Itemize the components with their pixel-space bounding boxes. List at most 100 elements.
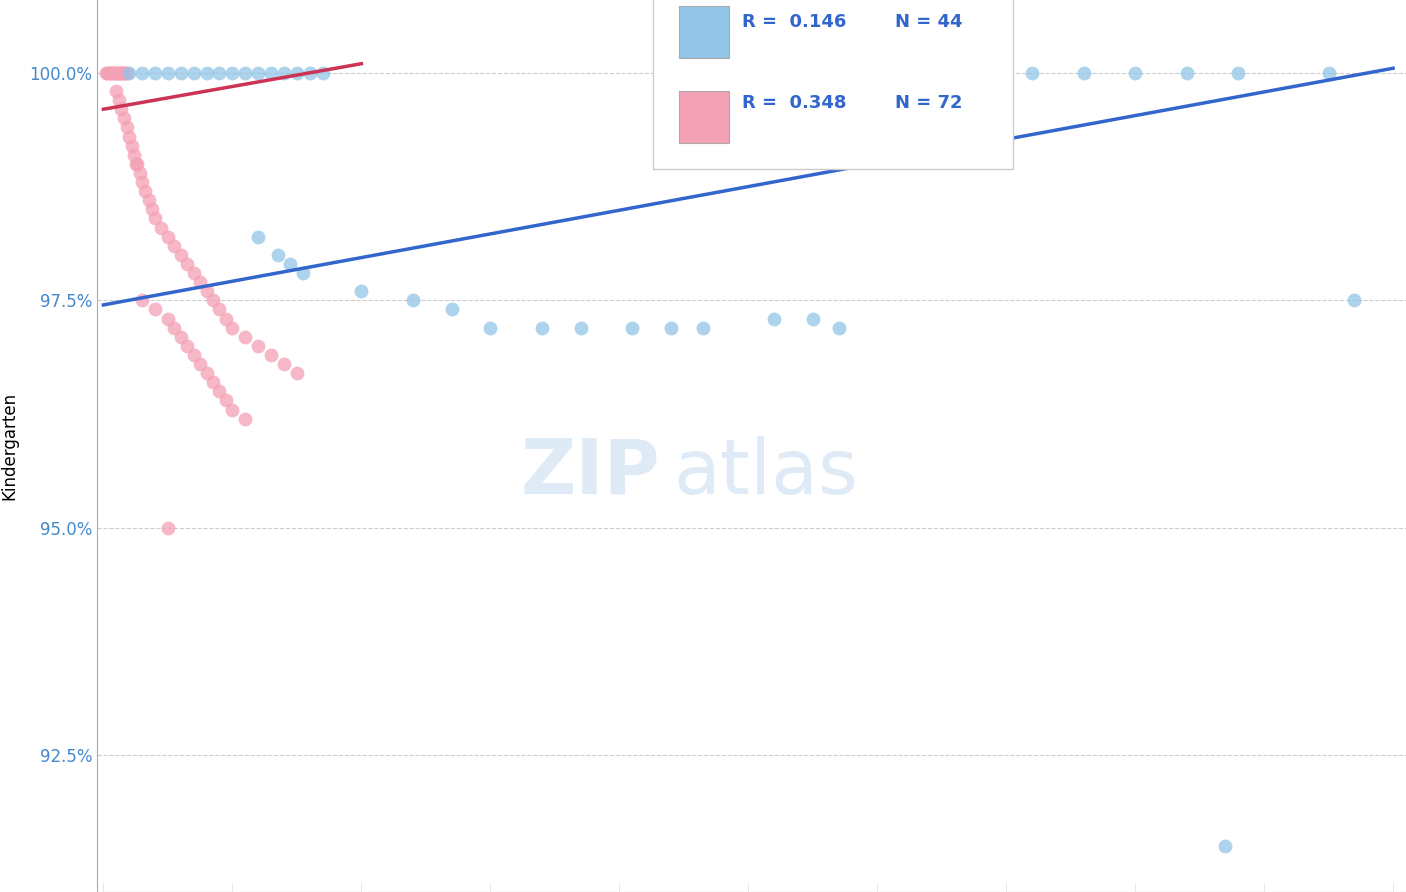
FancyBboxPatch shape (679, 91, 730, 143)
Point (128, 166, 150, 180)
Point (221, 66, 243, 80)
FancyBboxPatch shape (679, 6, 730, 58)
Point (183, 348, 205, 362)
Point (156, 229, 179, 244)
Point (273, 66, 295, 80)
Point (1227, 66, 1250, 80)
Point (569, 320, 592, 334)
Point (350, 285, 373, 299)
Point (104, 66, 127, 80)
Point (163, 239, 186, 253)
Text: N = 44: N = 44 (896, 13, 963, 31)
Point (131, 293, 153, 308)
Point (1175, 66, 1198, 80)
Point (273, 357, 295, 371)
Point (215, 393, 238, 408)
Point (110, 102, 132, 116)
Point (280, 257, 302, 271)
Point (208, 384, 231, 399)
Point (202, 376, 225, 390)
Point (131, 175, 153, 189)
Point (266, 248, 288, 262)
Point (530, 320, 553, 334)
Point (195, 366, 218, 380)
Point (131, 66, 153, 80)
Point (233, 411, 256, 425)
Point (141, 202, 163, 217)
Point (124, 157, 146, 171)
Point (112, 112, 135, 126)
Point (1021, 66, 1043, 80)
Text: ZIP: ZIP (520, 436, 659, 509)
Point (311, 66, 333, 80)
Point (195, 66, 218, 80)
Point (156, 521, 179, 535)
Point (292, 266, 315, 280)
Point (121, 138, 143, 153)
Point (247, 66, 270, 80)
Point (163, 320, 186, 334)
Point (247, 229, 270, 244)
Point (215, 311, 238, 326)
Point (260, 348, 283, 362)
Point (96, 66, 118, 80)
Point (170, 248, 193, 262)
Point (124, 147, 146, 161)
Point (138, 193, 160, 207)
Point (995, 66, 1018, 80)
Point (114, 66, 136, 80)
Point (1073, 66, 1095, 80)
Point (98, 66, 121, 80)
Point (170, 330, 193, 344)
Point (118, 129, 141, 144)
Text: N = 72: N = 72 (896, 94, 963, 112)
Point (105, 66, 128, 80)
Point (479, 320, 502, 334)
Point (1343, 293, 1365, 308)
Point (170, 66, 193, 80)
Point (827, 320, 849, 334)
Point (118, 66, 141, 80)
Point (621, 320, 644, 334)
Point (156, 311, 179, 326)
Point (943, 66, 966, 80)
Point (1317, 66, 1340, 80)
Point (108, 66, 131, 80)
Point (285, 366, 308, 380)
Point (260, 66, 283, 80)
Point (101, 66, 124, 80)
Point (692, 320, 714, 334)
Point (115, 120, 138, 135)
Point (1123, 66, 1146, 80)
Text: R =  0.146: R = 0.146 (742, 13, 846, 31)
Point (188, 357, 211, 371)
Point (247, 339, 270, 353)
Point (107, 66, 129, 80)
Point (1215, 839, 1237, 854)
Point (115, 66, 138, 80)
Point (108, 66, 131, 80)
Point (183, 266, 205, 280)
Point (103, 66, 125, 80)
Point (97, 66, 120, 80)
Point (150, 220, 173, 235)
FancyBboxPatch shape (654, 0, 1014, 169)
Point (801, 311, 824, 326)
Point (221, 402, 243, 417)
Point (659, 320, 682, 334)
Point (188, 275, 211, 289)
Point (202, 293, 225, 308)
Point (143, 66, 166, 80)
Point (105, 84, 128, 98)
Text: atlas: atlas (673, 436, 858, 509)
Point (94, 66, 117, 80)
Point (285, 66, 308, 80)
Point (195, 285, 218, 299)
Point (100, 66, 122, 80)
Point (176, 257, 198, 271)
Point (110, 66, 132, 80)
Point (763, 311, 786, 326)
Y-axis label: Kindergarten: Kindergarten (0, 392, 18, 500)
Point (233, 66, 256, 80)
Point (402, 293, 425, 308)
